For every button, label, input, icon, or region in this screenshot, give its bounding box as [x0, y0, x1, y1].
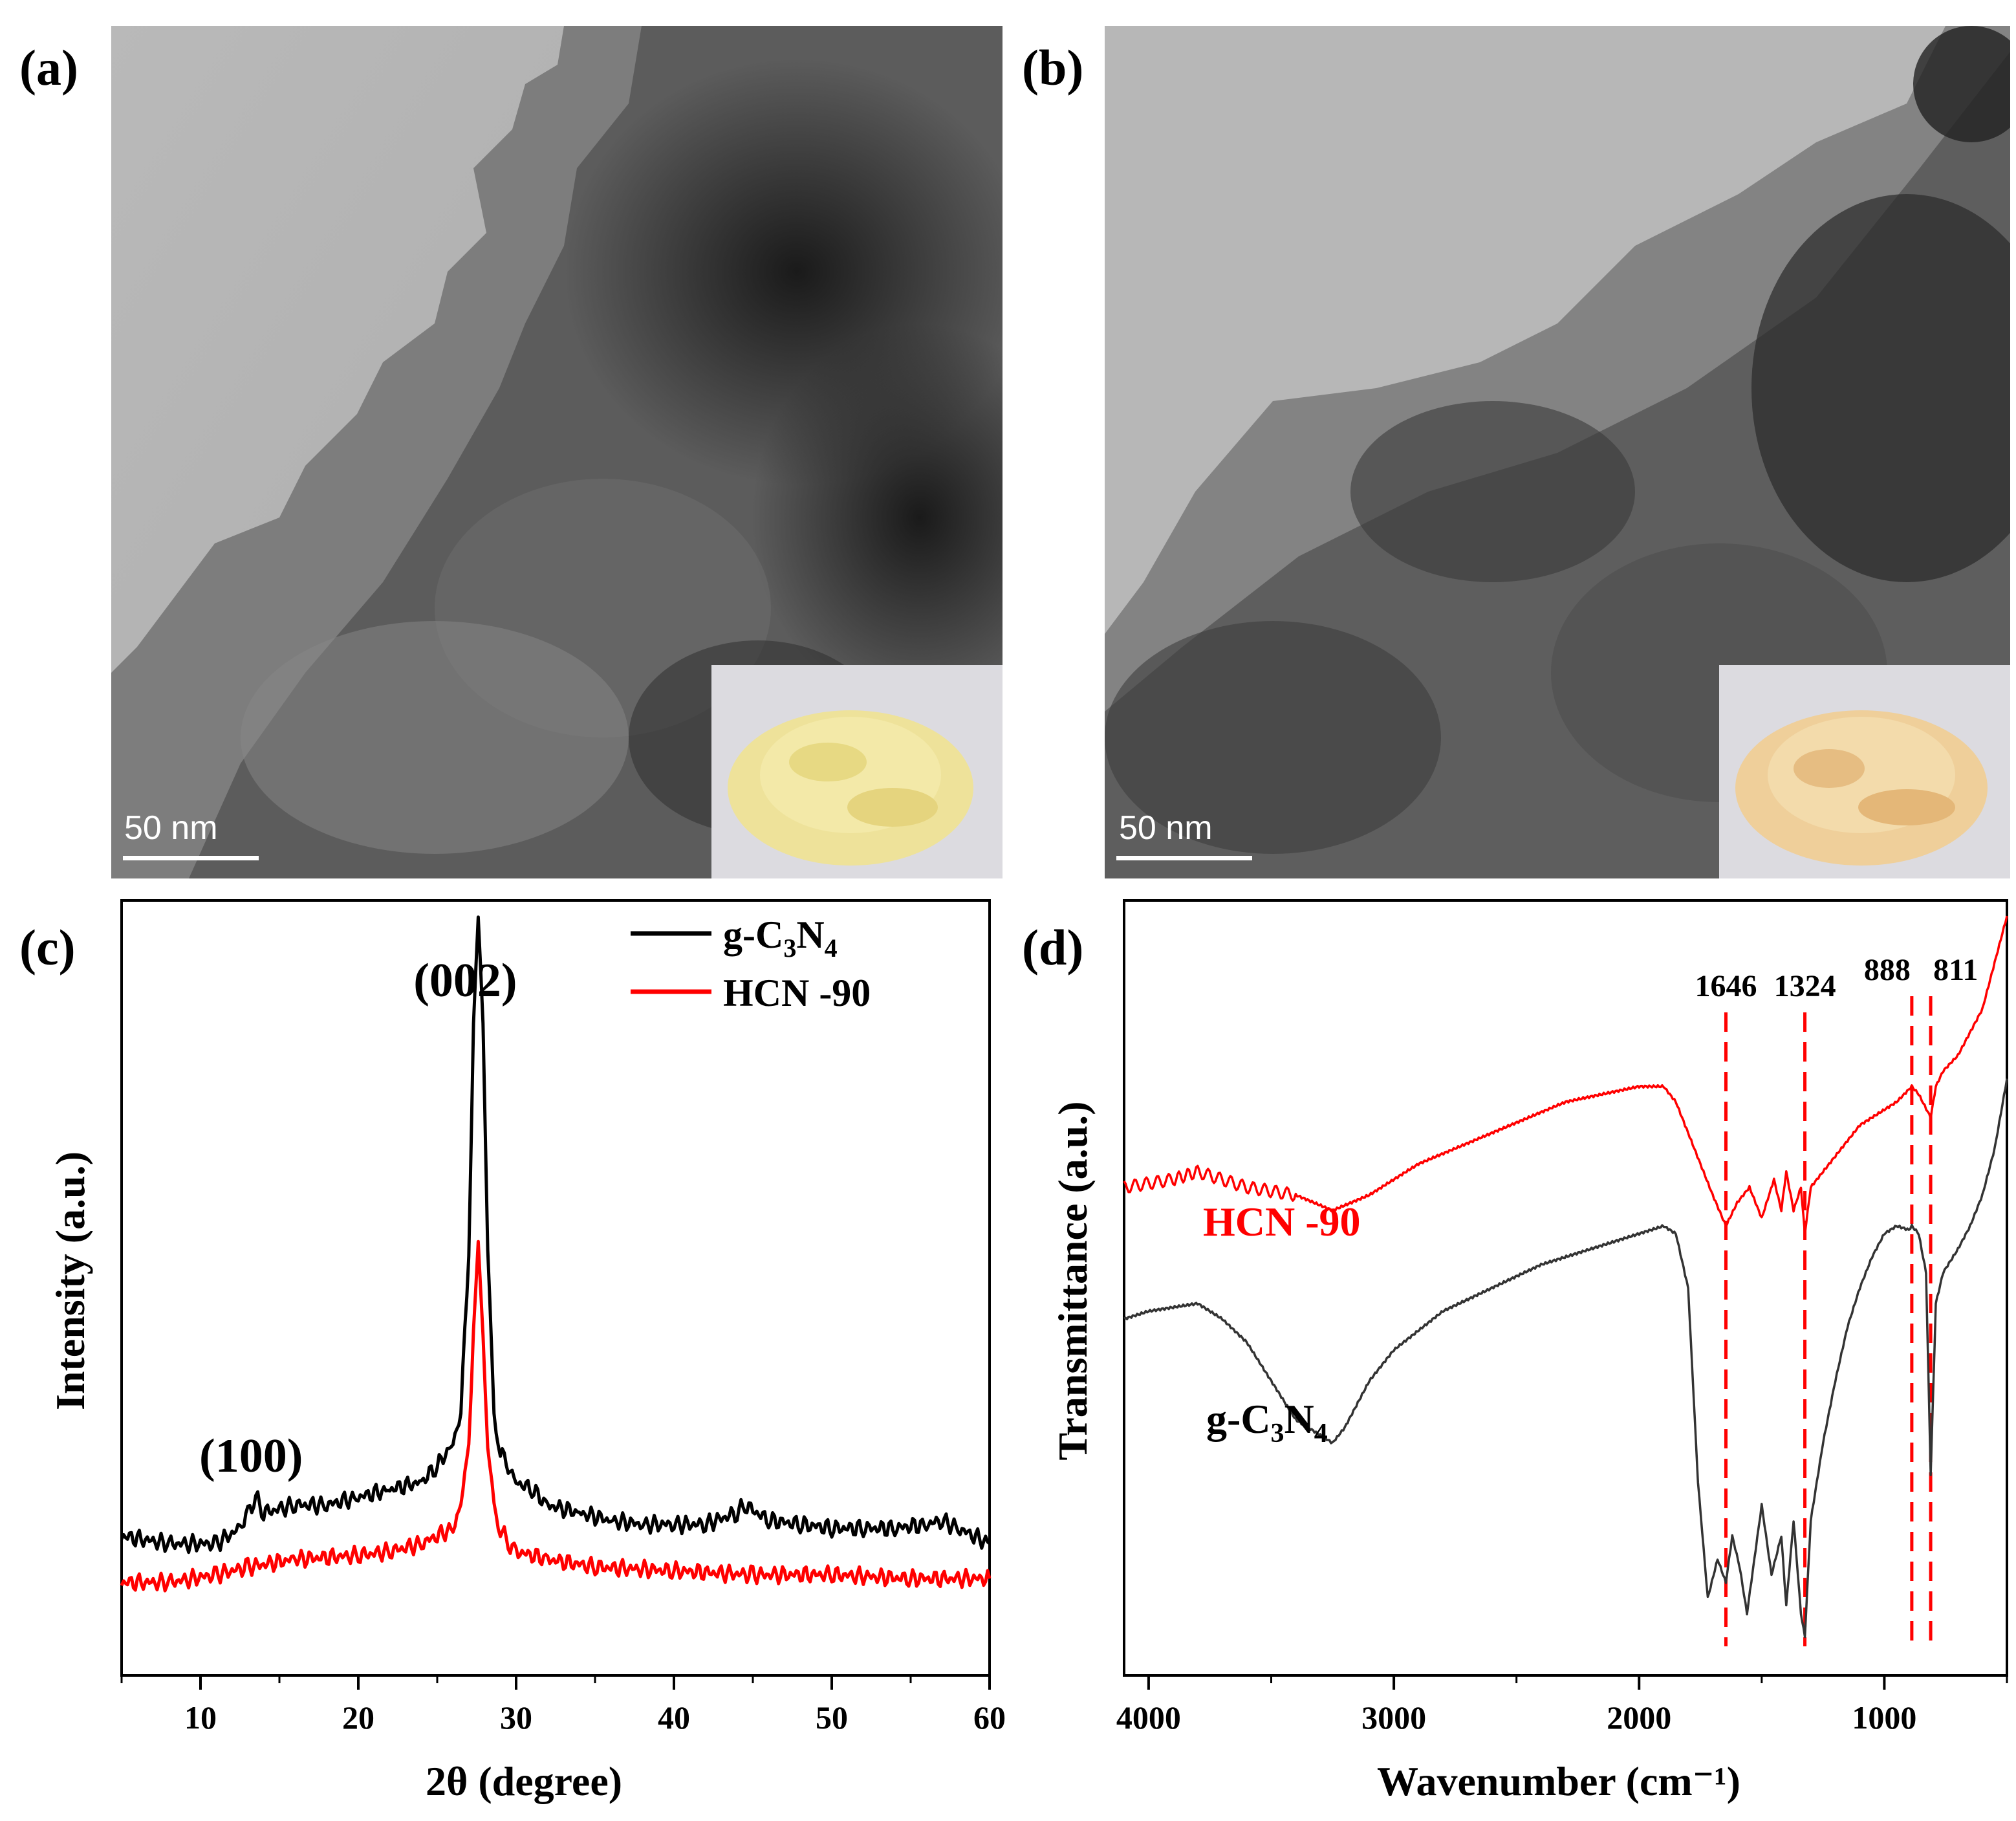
series-label-hcn-90: HCN -90: [1203, 1199, 1361, 1245]
tem-image-a: 50 nm: [111, 26, 1003, 878]
ftir-x-tick-label: 2000: [1607, 1699, 1671, 1736]
peak-label-1646: 1646: [1695, 969, 1757, 1003]
xrd-series-group: [120, 915, 992, 1593]
scale-bar-b: [1116, 856, 1252, 860]
powder-photo-a: [711, 665, 1003, 878]
ftir-x-axis: 4000 3000 2000 1000: [1116, 1675, 2008, 1736]
peak-label-002: (002): [413, 954, 517, 1007]
xrd-x-tick-label: 20: [342, 1699, 374, 1736]
xrd-x-tick-label: 60: [973, 1699, 1006, 1736]
scale-bar-a: [123, 856, 259, 860]
ftir-x-tick-label: 3000: [1361, 1699, 1426, 1736]
xrd-plot-frame: [120, 899, 991, 1677]
powder-pile-b: [1719, 665, 2010, 878]
xrd-series-hcn-90: [120, 1239, 992, 1593]
xrd-x-axis-label: 2θ (degree): [426, 1758, 622, 1804]
panel-c-label: (c): [19, 919, 76, 976]
xrd-x-axis: 10 20 30 40 50 60: [120, 1675, 1006, 1736]
peak-label-1324: 1324: [1774, 969, 1836, 1003]
ftir-x-tick-label: 1000: [1852, 1699, 1916, 1736]
tem-image-b: 50 nm: [1105, 26, 2010, 878]
xrd-x-tick-label: 40: [658, 1699, 690, 1736]
scale-bar-label-a: 50 nm: [124, 809, 218, 847]
ftir-y-axis-label: Transmittance (a.u.): [1050, 1101, 1096, 1460]
xrd-y-axis-label: Intensity (a.u.): [47, 1151, 93, 1410]
xrd-x-tick-label: 30: [500, 1699, 532, 1736]
xrd-legend: g-C3N4 HCN -90: [631, 913, 871, 1014]
xrd-x-tick-label: 10: [184, 1699, 217, 1736]
panel-a-label: (a): [19, 39, 78, 96]
peak-label-100: (100): [199, 1430, 303, 1483]
ftir-plot-frame: [1123, 899, 2008, 1677]
ftir-x-axis-label: Wavenumber (cm⁻¹): [1377, 1758, 1740, 1804]
panel-d-label: (d): [1022, 919, 1084, 976]
ftir-x-tick-label: 4000: [1116, 1699, 1181, 1736]
ftir-peak-markers: 1646 1324 888 811: [1695, 953, 1978, 1646]
scale-bar-label-b: 50 nm: [1119, 809, 1213, 847]
panel-b-label: (b): [1022, 39, 1084, 96]
ftir-series-hcn-90: [1123, 915, 2008, 1236]
peak-label-811: 811: [1933, 953, 1978, 987]
powder-pile-a: [711, 665, 1003, 878]
series-label-g-c3n4: g-C3N4: [1206, 1396, 1328, 1448]
legend-label-hcn-90: HCN -90: [723, 972, 871, 1014]
powder-photo-b: [1719, 665, 2010, 878]
legend-label-g-c3n4: g-C3N4: [723, 913, 838, 963]
peak-label-888: 888: [1864, 953, 1911, 987]
xrd-x-tick-label: 50: [816, 1699, 848, 1736]
xrd-series-g-c3n4: [120, 915, 991, 1554]
ftir-series-g-c3n4: [1123, 1078, 2008, 1639]
ftir-series-group: [1123, 915, 2008, 1639]
ftir-chart: 1646 1324 888 811 4000 3000 2000 1000 Wavenumb…: [1050, 899, 2008, 1804]
xrd-chart: 10 20 30 40 50 60 2θ (degree) Intensity (a.u.…: [47, 899, 1006, 1804]
